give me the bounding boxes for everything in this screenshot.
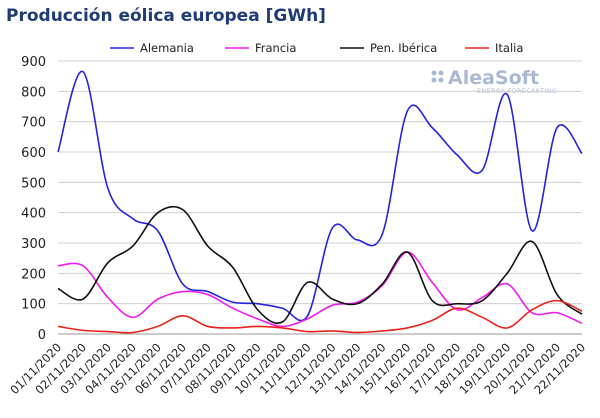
legend-label: Pen. Ibérica [370, 41, 437, 55]
y-tick-label: 800 [21, 85, 46, 100]
y-tick-label: 300 [21, 237, 46, 252]
logo-dot [438, 77, 444, 83]
logo-name: AleaSoft [448, 67, 539, 89]
y-tick-label: 600 [21, 146, 46, 161]
y-tick-label: 700 [21, 116, 46, 131]
logo: AleaSoft ENERGY FORECASTING [431, 67, 557, 95]
legend-label: Francia [255, 41, 296, 55]
series-line [57, 251, 583, 328]
logo-dot [431, 70, 437, 76]
legend-label: Italia [495, 41, 523, 55]
legend-label: Alemania [140, 41, 194, 55]
y-tick-label: 900 [21, 55, 46, 70]
logo-dot [431, 77, 437, 83]
y-tick-label: 400 [21, 207, 46, 222]
series-line [57, 205, 583, 324]
series-line [57, 70, 583, 322]
y-tick-label: 0 [38, 328, 46, 343]
series-line [57, 299, 583, 334]
y-tick-label: 500 [21, 176, 46, 191]
y-tick-label: 200 [21, 267, 46, 282]
logo-dot [438, 70, 444, 76]
y-tick-label: 100 [21, 298, 46, 313]
chart-title: Producción eólica europea [GWh] [6, 6, 326, 26]
